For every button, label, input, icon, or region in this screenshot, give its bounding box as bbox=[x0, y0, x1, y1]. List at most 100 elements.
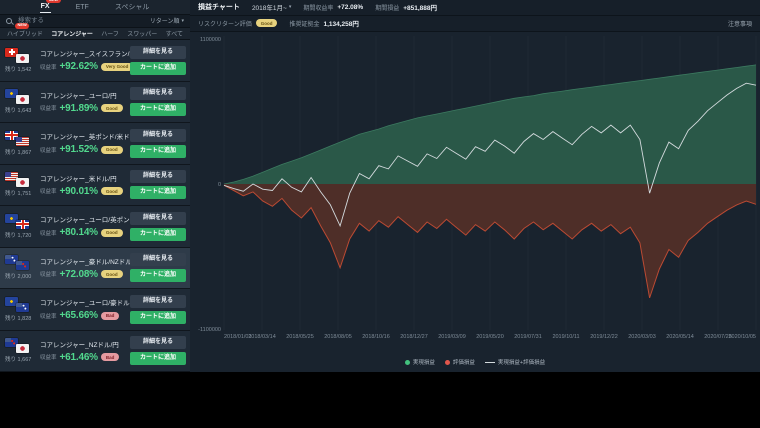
strategy-list-item[interactable]: 残り 2,000 コアレンジャー_豪ドル/NZドル 収益率 +72.08% Good 詳細… bbox=[0, 247, 190, 289]
add-to-cart-button[interactable]: カートに追加 bbox=[130, 352, 186, 366]
strategy-list-item[interactable]: 残り 1,720 コアレンジャー_ユーロ/英ポンド 収益率 +80.14% Good 詳細… bbox=[0, 206, 190, 248]
filter-coreranger[interactable]: コアレンジャー bbox=[51, 31, 93, 38]
legend-label: 評価損益 bbox=[452, 360, 475, 366]
currency-pair-flags: 残り 1,667 bbox=[5, 338, 36, 363]
period-yield: 期間収益率 +72.08% bbox=[303, 3, 363, 12]
red-dot-icon bbox=[444, 359, 450, 365]
legend-label: 実現損益+評価損益 bbox=[497, 360, 546, 366]
yield-value: +65.66% bbox=[59, 310, 99, 322]
yield-row: 収益率 +90.01% Good bbox=[40, 186, 130, 197]
period-dropdown[interactable]: 2018年1月~ ▾ bbox=[252, 2, 291, 12]
yield-row: 収益率 +72.08% Good bbox=[40, 269, 130, 280]
add-to-cart-button[interactable]: カートに追加 bbox=[130, 103, 186, 117]
detail-button[interactable]: 詳細を見る bbox=[130, 211, 186, 225]
action-buttons: 詳細を見るカートに追加 bbox=[130, 128, 186, 158]
x-axis-tick: 2019/03/09 bbox=[438, 334, 466, 340]
strategy-info: コアレンジャー_スイスフラン/円 収益率 +92.62% Very Good bbox=[36, 48, 134, 73]
add-to-cart-button[interactable]: カートに追加 bbox=[130, 186, 186, 200]
flag-icon bbox=[16, 178, 29, 188]
yield-label: 収益率 bbox=[40, 355, 57, 362]
strategy-list-item[interactable]: 残り 1,828 コアレンジャー_ユーロ/豪ドル 収益率 +65.66% Bad 詳細を見… bbox=[0, 289, 190, 331]
strategy-info: コアレンジャー_英ポンド/米ドル 収益率 +91.52% Good bbox=[36, 131, 130, 155]
search-input[interactable] bbox=[16, 16, 146, 26]
x-axis-tick: 2018/05/25 bbox=[286, 334, 314, 340]
flag-pair bbox=[5, 47, 29, 63]
detail-button[interactable]: 詳細を見る bbox=[130, 336, 186, 350]
remaining-count: 残り 1,828 bbox=[5, 315, 32, 322]
flag-icon bbox=[16, 261, 29, 271]
currency-pair-flags: 残り 1,542 bbox=[5, 47, 36, 73]
filter-hybrid[interactable]: NEW ハイブリッド bbox=[7, 23, 43, 38]
detail-button[interactable]: 詳細を見る bbox=[130, 87, 186, 101]
yield-value: +92.62% bbox=[59, 61, 99, 73]
flag-icon bbox=[16, 136, 29, 146]
x-axis-tick: 2018/12/27 bbox=[400, 334, 428, 340]
x-axis-tick: 2020/10/05 bbox=[728, 334, 756, 340]
x-axis-tick: 2018/03/14 bbox=[248, 334, 276, 340]
add-to-cart-button[interactable]: カートに追加 bbox=[130, 227, 186, 241]
flag-pair bbox=[5, 172, 29, 188]
strategy-sidebar: FX NEW ETF スペシャル リターン順 ▾ NEW ハイブリッド コアレン… bbox=[0, 0, 190, 372]
detail-button[interactable]: 詳細を見る bbox=[130, 294, 186, 308]
detail-button[interactable]: 詳細を見る bbox=[130, 253, 186, 267]
tab-etf[interactable]: ETF bbox=[75, 3, 89, 11]
detail-button[interactable]: 詳細を見る bbox=[130, 170, 186, 184]
strategy-list-item[interactable]: 残り 1,751 コアレンジャー_米ドル/円 収益率 +90.01% Good 詳細を見る… bbox=[0, 164, 190, 206]
yield-value: +72.08% bbox=[59, 268, 99, 280]
strategy-list-item[interactable]: 残り 1,667 コアレンジャー_NZドル/円収益率 +61.46% Bad 詳細を見る… bbox=[0, 330, 190, 372]
detail-button[interactable]: 詳細を見る bbox=[130, 45, 186, 59]
rating-badge: Very Good bbox=[100, 62, 134, 71]
flag-pair bbox=[5, 89, 29, 105]
strategy-list-item[interactable]: 残り 1,867 コアレンジャー_英ポンド/米ドル 収益率 +91.52% Good 詳細… bbox=[0, 123, 190, 165]
yield-label: 収益率 bbox=[40, 147, 57, 154]
risk-rating-badge: Good bbox=[255, 19, 278, 28]
add-to-cart-button[interactable]: カートに追加 bbox=[130, 61, 186, 75]
tab-special[interactable]: スペシャル bbox=[114, 4, 150, 11]
filter-half[interactable]: ハーフ bbox=[101, 31, 119, 38]
strategy-info: コアレンジャー_米ドル/円収益率 +90.01% Good bbox=[36, 173, 130, 197]
strategy-title: コアレンジャー_ユーロ/円 bbox=[40, 92, 117, 100]
margin-value: 1,134,258円 bbox=[323, 21, 359, 29]
strategy-info: コアレンジャー_豪ドル/NZドル 収益率 +72.08% Good bbox=[36, 256, 130, 280]
sort-dropdown[interactable]: リターン順 ▾ bbox=[150, 16, 184, 26]
strategy-list-item[interactable]: 残り 1,643 コアレンジャー_ユーロ/円収益率 +91.89% Good 詳細を見る… bbox=[0, 81, 190, 123]
strategy-title: コアレンジャー_米ドル/円 bbox=[40, 175, 117, 183]
add-to-cart-button[interactable]: カートに追加 bbox=[130, 269, 186, 283]
currency-pair-flags: 残り 1,751 bbox=[5, 172, 36, 197]
yield-row: 収益率 +80.14% Good bbox=[40, 227, 130, 238]
detail-button[interactable]: 詳細を見る bbox=[130, 128, 186, 142]
chart-area: 2018/01/01 2018/03/14 2018/05/25 2018/08/05… bbox=[190, 32, 760, 372]
strategy-title: コアレンジャー_ユーロ/豪ドル bbox=[40, 300, 130, 308]
action-buttons: 詳細を見るカートに追加 bbox=[130, 45, 186, 75]
x-axis-tick: 2020/07/25 bbox=[704, 334, 732, 340]
search-bar: リターン順 ▾ bbox=[0, 15, 190, 28]
notice-link[interactable]: 注意事項 bbox=[727, 21, 752, 28]
legend-valuation: 評価損益 bbox=[444, 358, 475, 366]
strategy-list-item[interactable]: 残り 1,542 コアレンジャー_スイスフラン/円 収益率 +92.62% Very G… bbox=[0, 40, 190, 82]
action-buttons: 詳細を見るカートに追加 bbox=[130, 170, 186, 200]
yield-value: +80.14% bbox=[59, 227, 99, 239]
add-to-cart-button[interactable]: カートに追加 bbox=[130, 310, 186, 324]
yield-row: 収益率 +91.89% Good bbox=[40, 103, 130, 114]
action-buttons: 詳細を見るカートに追加 bbox=[130, 87, 186, 117]
remaining-count: 残り 1,643 bbox=[5, 108, 32, 115]
y-axis-tick: 1100000 bbox=[200, 37, 221, 43]
currency-pair-flags: 残り 1,828 bbox=[5, 296, 36, 322]
currency-pair-flags: 残り 2,000 bbox=[5, 255, 36, 280]
yield-row: 収益率 +61.46% Bad bbox=[40, 352, 130, 363]
currency-pair-flags: 残り 1,720 bbox=[5, 213, 36, 239]
flag-pair bbox=[5, 255, 29, 271]
flag-icon bbox=[5, 130, 18, 140]
strategy-list: 残り 1,542 コアレンジャー_スイスフラン/円 収益率 +92.62% Very G… bbox=[0, 40, 190, 372]
yield-label: 収益率 bbox=[40, 313, 57, 320]
remaining-count: 残り 2,000 bbox=[5, 274, 32, 281]
add-to-cart-button[interactable]: カートに追加 bbox=[130, 144, 186, 158]
risk-rating: リスクリターン評価 Good bbox=[198, 19, 278, 28]
period-yield-value: +72.08% bbox=[337, 3, 364, 11]
strategy-title: コアレンジャー_NZドル/円 bbox=[40, 341, 119, 349]
tab-fx[interactable]: FX NEW bbox=[39, 0, 61, 13]
filter-all[interactable]: すべて bbox=[165, 31, 183, 38]
filter-swapper[interactable]: スワッパー bbox=[127, 31, 158, 38]
flag-pair bbox=[5, 213, 29, 229]
